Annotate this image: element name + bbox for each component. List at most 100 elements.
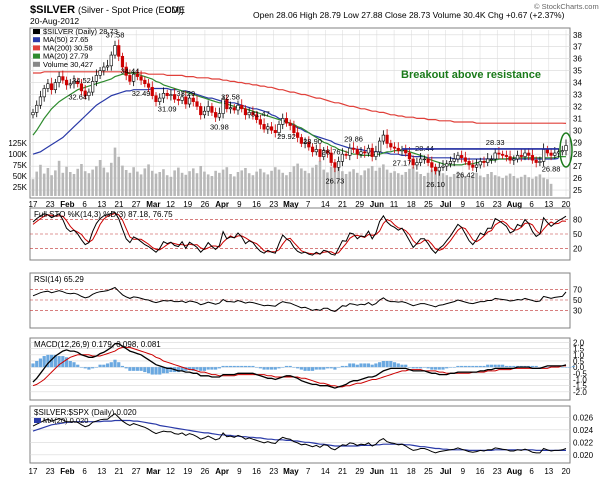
price-bar-body <box>72 81 76 85</box>
macd-histogram-bar <box>325 367 330 369</box>
price-bar-body <box>404 149 408 154</box>
macd-histogram-bar <box>284 365 289 368</box>
price-bar-body <box>478 161 482 166</box>
price-bar-body <box>102 66 106 71</box>
date-tick-label: Feb <box>60 200 74 209</box>
date-tick-label: 29 <box>355 467 364 476</box>
volume-bar <box>259 168 262 196</box>
date-tick-label: 16 <box>252 200 261 209</box>
macd-histogram-bar <box>225 365 229 368</box>
price-bar-body <box>135 73 139 77</box>
date-tick-label: May <box>283 467 299 476</box>
volume-bar <box>519 176 523 196</box>
price-tick-label: 27 <box>573 162 582 171</box>
price-tick-label: 29 <box>573 138 582 147</box>
price-label: 34.52 <box>72 76 91 85</box>
price-label: 27.17 <box>393 158 412 167</box>
date-tick-label: 12 <box>166 200 175 209</box>
date-tick-label: 6 <box>529 467 534 476</box>
macd-panel-frame <box>29 337 571 401</box>
price-bar-body <box>214 112 218 118</box>
price-bar-body <box>460 155 464 159</box>
macd-histogram-bar <box>534 365 538 368</box>
macd-histogram-bar <box>493 364 497 368</box>
price-bar-body <box>251 112 255 116</box>
price-bar-body <box>42 88 46 98</box>
macd-histogram-bar <box>363 363 367 368</box>
volume-bar <box>486 174 490 196</box>
volume-bar <box>464 176 467 196</box>
price-bar-body <box>38 96 43 106</box>
volume-bar <box>57 160 61 196</box>
price-bar-body <box>538 161 542 163</box>
volume-bar <box>184 174 188 196</box>
volume-bar <box>150 170 154 196</box>
macd-panel: 2.01.51.00.50.0-0.5-1.0-1.5-2.0 MACD(12,2… <box>30 338 587 397</box>
volume-bar <box>206 174 210 196</box>
volume-bar <box>355 172 359 196</box>
macd-histogram-bar <box>307 367 311 371</box>
price-bar-body <box>281 118 285 125</box>
price-bar-body <box>497 152 501 155</box>
volume-bar <box>531 178 534 196</box>
volume-bar <box>546 179 549 196</box>
panel-tick-label: 2.0 <box>573 338 585 347</box>
price-bar-body <box>318 149 322 157</box>
macd-histogram-bar <box>501 364 505 368</box>
panel-tick-label: 20 <box>573 244 582 253</box>
volume-bar <box>467 177 471 196</box>
macd-histogram-bar <box>236 365 240 368</box>
macd-histogram-bar <box>221 365 225 368</box>
volume-bar <box>378 167 381 196</box>
volume-bar <box>311 167 314 196</box>
volume-bar <box>411 167 415 196</box>
macd-histogram-bar <box>359 363 363 368</box>
price-tick-label: 34 <box>573 79 582 88</box>
chart-date: 20-Aug-2012 <box>30 16 79 26</box>
volume-bar <box>303 170 307 196</box>
price-bar-body <box>381 134 385 142</box>
date-tick-label: 25 <box>424 467 433 476</box>
price-bar-body <box>501 153 505 156</box>
volume-bar <box>162 169 165 196</box>
legend-entry: Volume 30,427 <box>43 60 93 69</box>
date-tick-label: 17 <box>29 467 38 476</box>
date-tick-label: 9 <box>461 200 466 209</box>
macd-histogram-bar <box>486 364 490 368</box>
macd-histogram-bar <box>113 359 117 368</box>
macd-histogram-bar <box>50 354 54 368</box>
volume-bar <box>329 166 333 196</box>
date-tick-label: 27 <box>132 467 141 476</box>
macd-histogram-bar <box>340 365 344 368</box>
price-bar-body <box>344 153 348 156</box>
price-bar-body <box>534 159 538 163</box>
price-bar-body <box>553 152 557 156</box>
volume-bar <box>87 173 91 196</box>
price-bar-body <box>61 76 65 81</box>
price-bar-body <box>120 55 125 68</box>
price-bar-body <box>407 152 412 160</box>
stochastic-label: Full STO %K(14,3) %D(3) 87.18, 76.75 <box>34 210 173 219</box>
volume-bar <box>232 176 236 196</box>
volume-bar <box>505 175 508 196</box>
ma50-line <box>32 87 559 160</box>
macd-histogram-bar <box>273 367 277 370</box>
panel-tick-label: 1.5 <box>573 345 585 354</box>
date-tick-label: Apr <box>215 200 229 209</box>
symbol-title: $SILVER <box>30 4 75 16</box>
macd-histogram-bar <box>91 367 95 369</box>
price-bar-body <box>269 126 274 131</box>
macd-histogram-bar <box>277 367 281 369</box>
volume-bar <box>229 174 232 196</box>
price-bar-body <box>199 106 203 116</box>
volume-bar <box>426 172 430 196</box>
price-label: 29.92 <box>277 132 296 141</box>
date-tick-label: May <box>283 200 299 209</box>
volume-bar <box>31 179 35 196</box>
macd-histogram-bar <box>381 360 385 368</box>
date-tick-label: Apr <box>215 467 229 476</box>
macd-histogram-bar <box>452 367 456 368</box>
volume-bar <box>508 173 512 196</box>
price-bar-body <box>128 75 132 82</box>
date-tick-label: 26 <box>200 467 209 476</box>
